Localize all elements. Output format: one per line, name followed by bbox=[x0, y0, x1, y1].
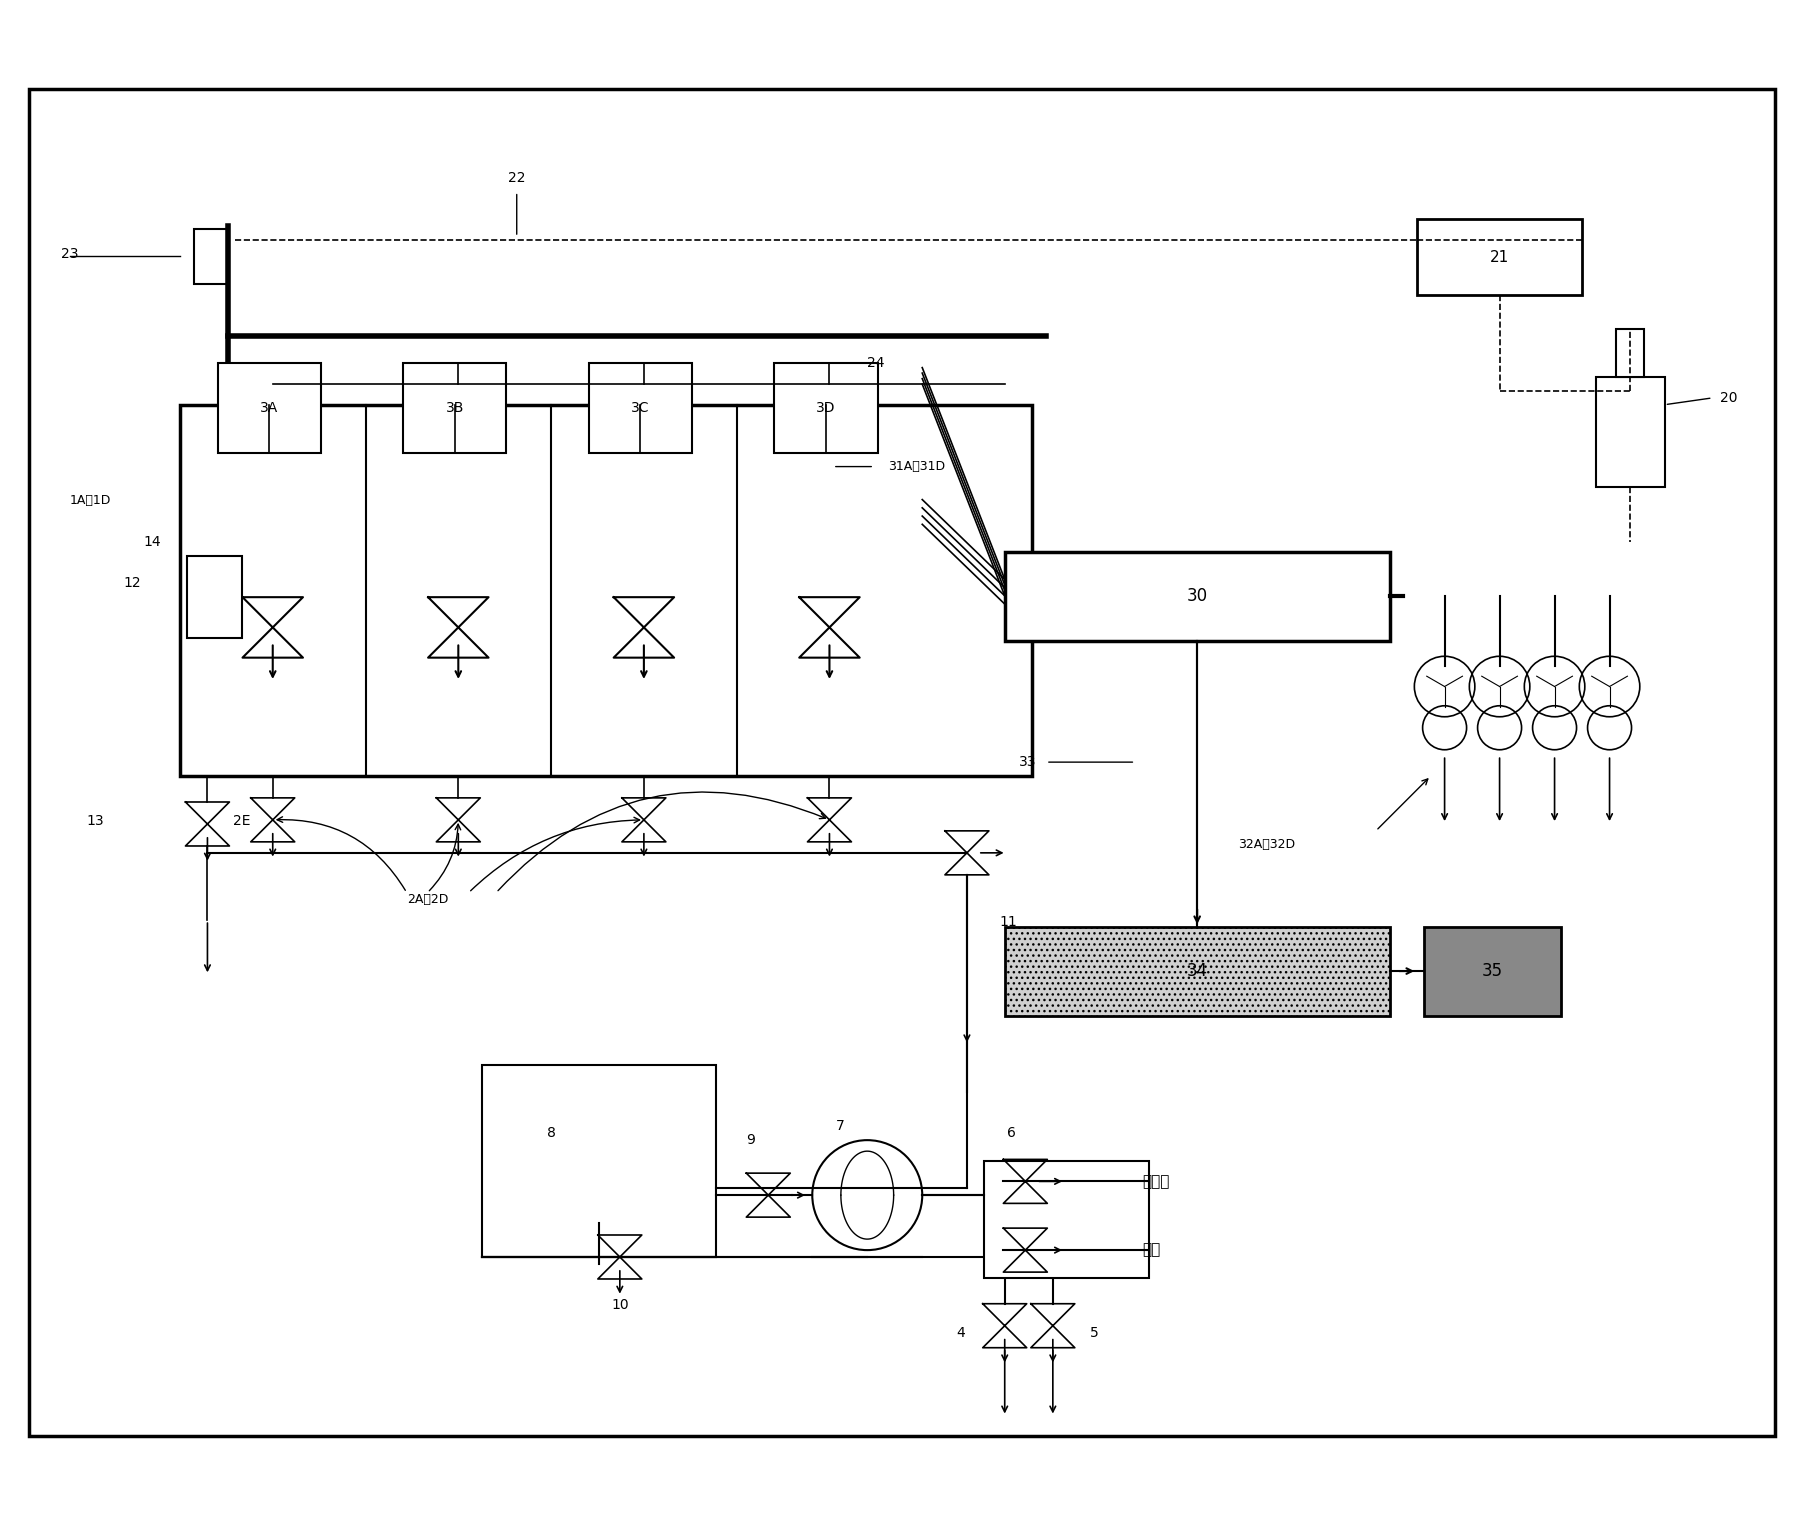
Text: 3A: 3A bbox=[260, 401, 278, 415]
Text: 12: 12 bbox=[124, 577, 140, 591]
Bar bbox=[194, 229, 229, 283]
Bar bbox=[589, 363, 692, 452]
Bar bbox=[180, 404, 1032, 775]
Bar bbox=[482, 1064, 716, 1257]
Text: 11: 11 bbox=[999, 915, 1018, 929]
Text: 23: 23 bbox=[62, 246, 78, 260]
Text: 自来水: 自来水 bbox=[1143, 1173, 1170, 1189]
Text: 10: 10 bbox=[611, 1298, 629, 1312]
Text: 32A～32D: 32A～32D bbox=[1239, 838, 1296, 851]
Bar bbox=[511, 1100, 689, 1223]
Text: 5: 5 bbox=[1090, 1326, 1099, 1340]
Bar bbox=[1595, 377, 1664, 488]
Text: 31A～31D: 31A～31D bbox=[889, 460, 945, 474]
Bar bbox=[985, 1161, 1148, 1278]
Text: 原水: 原水 bbox=[1143, 1243, 1161, 1258]
Text: 6: 6 bbox=[1007, 1126, 1016, 1140]
Bar bbox=[1617, 329, 1644, 377]
Bar bbox=[1417, 218, 1583, 295]
Text: 13: 13 bbox=[87, 814, 104, 829]
Text: 33: 33 bbox=[1019, 755, 1036, 769]
Text: 8: 8 bbox=[547, 1126, 556, 1140]
Bar bbox=[1005, 552, 1390, 641]
Text: 3B: 3B bbox=[445, 401, 463, 415]
Bar bbox=[774, 363, 878, 452]
Text: 1A～1D: 1A～1D bbox=[71, 494, 111, 508]
Bar bbox=[403, 363, 507, 452]
Bar bbox=[1005, 927, 1390, 1017]
Text: 34: 34 bbox=[1187, 963, 1208, 980]
Text: 2E: 2E bbox=[233, 814, 251, 829]
Text: 35: 35 bbox=[1483, 963, 1503, 980]
Text: 3C: 3C bbox=[630, 401, 650, 415]
Text: 2A～2D: 2A～2D bbox=[407, 894, 449, 906]
Text: 3D: 3D bbox=[816, 401, 836, 415]
Text: 4: 4 bbox=[956, 1326, 965, 1340]
Text: 7: 7 bbox=[836, 1120, 845, 1134]
Bar bbox=[218, 363, 322, 452]
Bar bbox=[1425, 927, 1561, 1017]
Text: 21: 21 bbox=[1490, 251, 1510, 265]
Text: 9: 9 bbox=[747, 1134, 754, 1147]
Text: 24: 24 bbox=[867, 357, 885, 371]
Text: 20: 20 bbox=[1719, 391, 1737, 404]
Bar bbox=[187, 555, 242, 638]
Text: 30: 30 bbox=[1187, 588, 1208, 604]
Text: 22: 22 bbox=[509, 171, 525, 185]
Text: 14: 14 bbox=[144, 535, 162, 549]
